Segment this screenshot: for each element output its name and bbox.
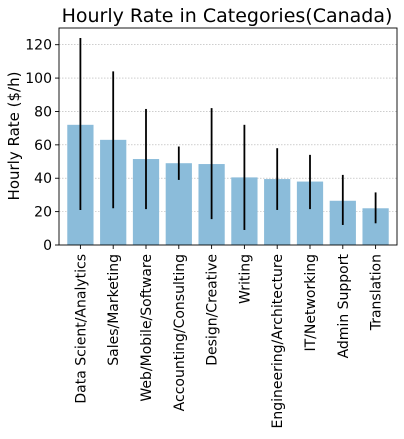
x-tick-label: Web/Mobile/Software	[139, 254, 155, 402]
y-tick-label: 0	[43, 238, 52, 254]
x-tick-label: Accounting/Consulting	[172, 254, 188, 411]
y-tick-label: 40	[34, 171, 52, 187]
x-tick-label: Writing	[237, 254, 253, 304]
grid-lines	[59, 44, 397, 212]
y-tick-label: 100	[25, 71, 52, 87]
bars	[67, 124, 389, 245]
y-tick-label: 120	[25, 38, 52, 54]
x-tick-label: Admin Support	[336, 253, 352, 358]
x-tick-label: Translation	[369, 254, 385, 331]
x-tick-label: Data Scient/Analytics	[73, 254, 89, 404]
x-tick-label: Engineering/Architecture	[270, 254, 286, 428]
y-axis-ticks: 0 20 40 60 80 100 120	[25, 38, 59, 254]
y-tick-label: 80	[34, 104, 52, 120]
y-tick-label: 20	[34, 205, 52, 221]
plot-frame	[58, 27, 398, 246]
x-axis-ticks: Data Scient/Analytics Sales/Marketing Web/…	[73, 245, 385, 428]
y-tick-label: 60	[34, 138, 52, 154]
error-bars	[79, 38, 377, 230]
y-axis-label: Hourly Rate ($/h)	[5, 72, 23, 201]
x-tick-label: IT/Networking	[303, 254, 319, 352]
chart-title: Hourly Rate in Categories(Canada)	[62, 5, 393, 27]
x-tick-label: Sales/Marketing	[106, 254, 122, 366]
x-tick-label: Design/Creative	[205, 254, 221, 366]
